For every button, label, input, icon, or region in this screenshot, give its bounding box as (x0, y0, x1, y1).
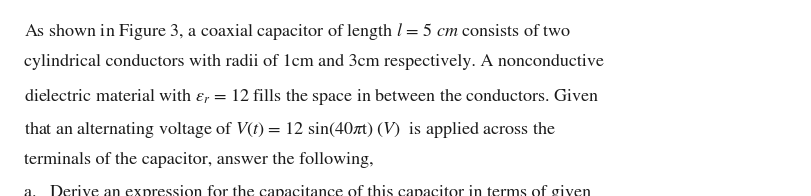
Text: a.   Derive an expression for the capacitance of this capacitor in terms of give: a. Derive an expression for the capacita… (24, 185, 590, 196)
Text: that an alternating voltage of $V(t)$ = 12 sin(40$\pi$t) ($V$)  is applied acros: that an alternating voltage of $V(t)$ = … (24, 119, 556, 140)
Text: As shown in Figure 3, a coaxial capacitor of length $\it{l}$ = 5 $\it{cm}$ consi: As shown in Figure 3, a coaxial capacito… (24, 21, 571, 42)
Text: cylindrical conductors with radii of 1cm and 3cm respectively. A nonconductive: cylindrical conductors with radii of 1cm… (24, 54, 603, 70)
Text: terminals of the capacitor, answer the following,: terminals of the capacitor, answer the f… (24, 152, 374, 168)
Text: dielectric material with $\varepsilon_r$ = 12 fills the space in between the con: dielectric material with $\varepsilon_r$… (24, 86, 599, 107)
